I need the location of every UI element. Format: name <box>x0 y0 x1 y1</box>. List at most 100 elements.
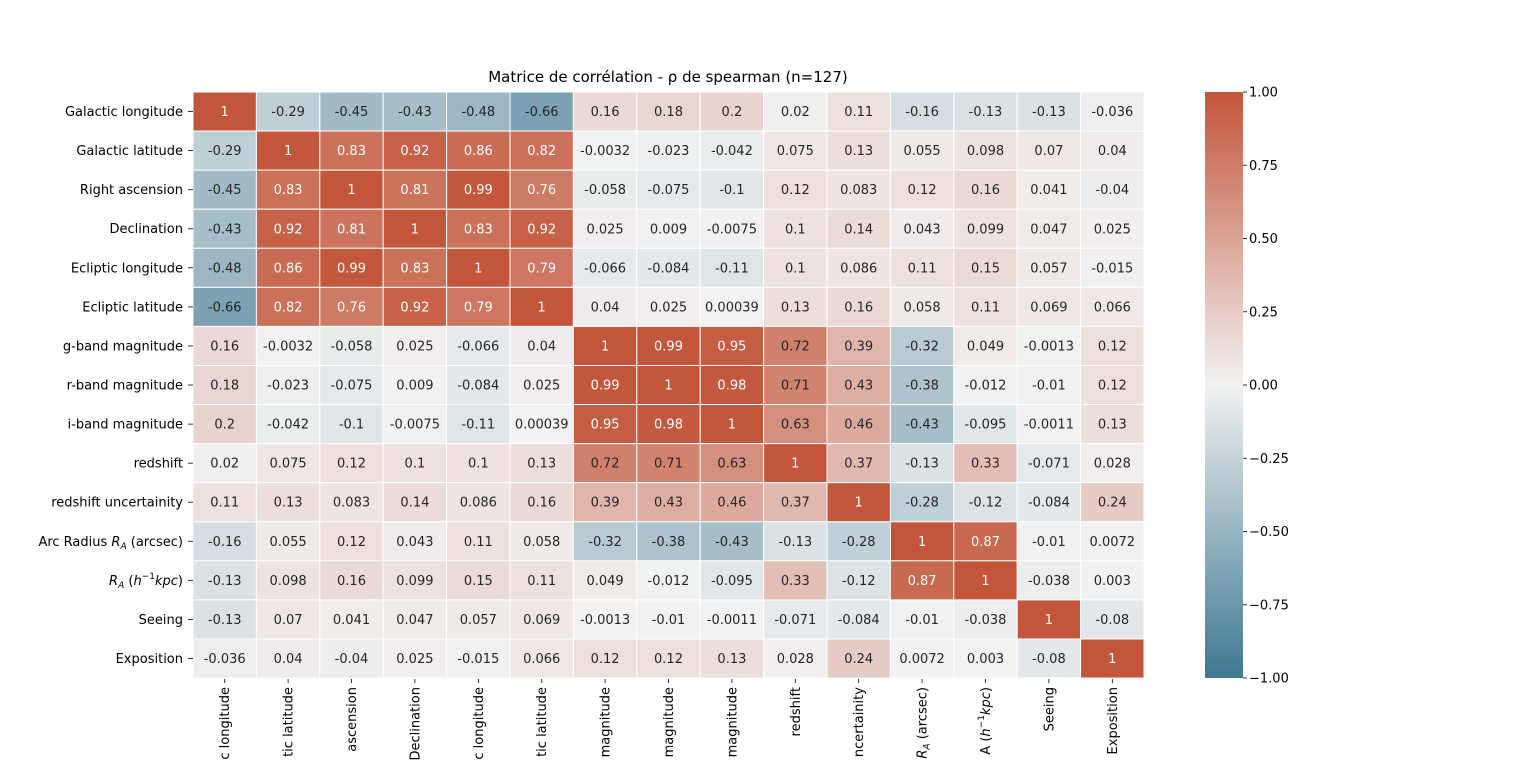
x-tick-label: magnitude <box>599 687 614 757</box>
heatmap-cell <box>509 169 574 210</box>
heatmap-cell <box>889 247 955 288</box>
heatmap-cell <box>1080 404 1145 445</box>
cell-value-label: -0.13 <box>778 535 812 550</box>
cell-value-label: -0.38 <box>905 379 939 394</box>
cell-value-label: 0.76 <box>527 183 556 198</box>
heatmap-cell <box>192 599 257 640</box>
cell-value-label: 0.12 <box>908 183 937 198</box>
cell-value-label: 0.2 <box>722 105 743 120</box>
heatmap-cell <box>509 247 574 288</box>
cell-value-label: -0.012 <box>965 379 1007 394</box>
heatmap-cell <box>953 443 1018 484</box>
cell-value-label: -0.43 <box>715 535 749 550</box>
cell-value-label: 0.0072 <box>1090 535 1136 550</box>
cell-value-label: -0.43 <box>398 105 432 120</box>
heatmap-cell <box>889 325 955 366</box>
heatmap-cell <box>572 638 638 679</box>
cell-value-label: 0.099 <box>396 574 433 589</box>
cell-value-label: 1 <box>221 105 229 120</box>
cell-value-label: 0.82 <box>274 300 303 315</box>
cell-value-label: 0.16 <box>971 183 1000 198</box>
heatmap-cell <box>889 130 955 171</box>
cell-value-label: 1 <box>918 535 926 550</box>
cell-value-label: 0.075 <box>269 457 306 472</box>
cell-value-label: 0.33 <box>971 457 1000 472</box>
cell-value-label: -0.43 <box>208 222 242 237</box>
heatmap-cell <box>763 443 828 484</box>
y-tick-label: redshift uncertainity <box>51 496 183 511</box>
cell-value-label: 0.99 <box>464 183 493 198</box>
heatmap-cell <box>889 404 955 445</box>
heatmap-cell <box>319 286 384 327</box>
cell-value-label: 0.02 <box>210 457 239 472</box>
heatmap-cell <box>636 130 701 171</box>
heatmap-cell <box>826 364 891 406</box>
cell-value-label: 0.86 <box>464 144 493 159</box>
cell-value-label: -0.036 <box>204 652 246 667</box>
heatmap-cell <box>826 599 891 640</box>
cell-value-label: 0.069 <box>523 613 560 628</box>
cell-value-label: -0.038 <box>1028 574 1070 589</box>
cell-value-label: 1 <box>347 183 355 198</box>
cell-value-label: 0.12 <box>1098 379 1127 394</box>
heatmap-cell <box>1016 404 1082 445</box>
heatmap-cell <box>636 364 701 406</box>
cell-value-label: -0.13 <box>208 613 242 628</box>
heatmap-cell <box>953 286 1018 327</box>
cell-value-label: 0.025 <box>650 300 687 315</box>
cell-value-label: 0.11 <box>210 496 239 511</box>
cell-value-label: -0.29 <box>271 105 305 120</box>
heatmap-cell <box>889 91 955 132</box>
cell-value-label: 0.041 <box>1030 183 1067 198</box>
cell-value-label: 0.83 <box>274 183 303 198</box>
cell-value-label: 0.98 <box>654 418 683 433</box>
colorbar-tick-label: 0.25 <box>1249 305 1278 320</box>
cell-value-label: 0.12 <box>337 535 366 550</box>
y-tick-label: Galactic latitude <box>76 144 183 159</box>
cell-value-label: -0.45 <box>335 105 369 120</box>
cell-value-label: 0.1 <box>405 457 426 472</box>
heatmap-cell <box>319 521 384 562</box>
cell-value-label: -0.32 <box>588 535 622 550</box>
cell-value-label: -0.0011 <box>1024 418 1074 433</box>
cell-value-label: 0.043 <box>396 535 433 550</box>
cell-value-label: 0.12 <box>1098 339 1127 354</box>
cell-value-label: 1 <box>1045 613 1053 628</box>
heatmap-cell <box>572 599 638 640</box>
y-tick-label: Arc Radius RA​ (arcsec) <box>38 535 183 552</box>
y-tick-label: Declination <box>110 222 184 237</box>
heatmap-cell <box>572 560 638 601</box>
heatmap-cell <box>699 638 765 679</box>
heatmap-cell <box>319 91 384 132</box>
cell-value-label: 0.83 <box>400 261 429 276</box>
cell-value-label: -0.08 <box>1095 613 1129 628</box>
cell-value-label: 0.009 <box>650 222 687 237</box>
cell-value-label: 0.028 <box>777 652 814 667</box>
heatmap-cell <box>953 599 1018 640</box>
cell-value-label: 0.11 <box>908 261 937 276</box>
cell-value-label: 0.07 <box>274 613 303 628</box>
y-tick-label: Exposition <box>116 652 183 667</box>
cell-value-label: 0.39 <box>844 339 873 354</box>
x-tick-label: redshift <box>789 687 804 736</box>
heatmap-cell <box>889 443 955 484</box>
y-tick-label: Ecliptic latitude <box>82 300 183 315</box>
cell-value-label: 1 <box>855 496 863 511</box>
cell-value-label: -0.29 <box>208 144 242 159</box>
heatmap-cell <box>1016 364 1082 406</box>
cell-value-label: 0.00039 <box>515 418 569 433</box>
cell-value-label: 0.98 <box>717 379 746 394</box>
x-tick-labels: c longitude tic latitude ascension Declinat… <box>218 679 1121 761</box>
cell-value-label: 0.099 <box>967 222 1004 237</box>
heatmap-cell <box>889 169 955 210</box>
cell-value-label: 0.003 <box>1094 574 1131 589</box>
cell-value-label: 0.92 <box>400 144 429 159</box>
cell-value-label: 0.39 <box>591 496 620 511</box>
heatmap-cell <box>255 560 321 601</box>
cell-value-label: -0.01 <box>1032 535 1066 550</box>
cell-value-label: 0.04 <box>1098 144 1127 159</box>
cell-value-label: 0.15 <box>971 261 1000 276</box>
heatmap-cells: 1 -0.29 -0.45 -0.43 -0.48 -0.66 0.16 0.18 0.2 0.0… <box>192 91 1145 679</box>
cell-value-label: 0.083 <box>840 183 877 198</box>
heatmap-cell <box>192 325 257 366</box>
